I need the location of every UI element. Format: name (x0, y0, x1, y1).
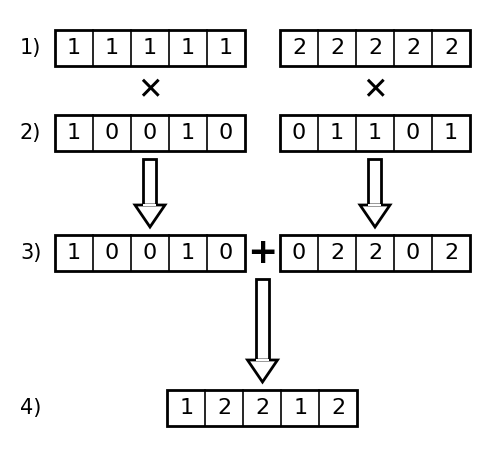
Text: 2: 2 (444, 243, 458, 263)
Bar (55, 115, 245, 151)
Polygon shape (360, 205, 390, 227)
Text: ✕: ✕ (362, 76, 388, 105)
Text: 0: 0 (406, 243, 420, 263)
Text: 0: 0 (219, 243, 233, 263)
Text: 2: 2 (444, 38, 458, 58)
Text: +: + (248, 236, 277, 270)
Text: 1: 1 (67, 123, 81, 143)
Text: 2): 2) (20, 123, 41, 143)
Text: 1: 1 (181, 38, 195, 58)
Text: 0: 0 (105, 243, 119, 263)
Bar (144, 204, 157, 206)
Polygon shape (135, 205, 165, 227)
Text: 0: 0 (219, 123, 233, 143)
Bar (55, 30, 245, 66)
Bar (280, 30, 470, 66)
Polygon shape (248, 360, 277, 382)
Bar (144, 159, 157, 205)
Text: 4): 4) (20, 398, 41, 418)
Bar (280, 235, 470, 271)
Text: 3): 3) (20, 243, 41, 263)
Text: 0: 0 (292, 243, 306, 263)
Text: 0: 0 (406, 123, 420, 143)
Text: 2: 2 (331, 398, 346, 418)
Text: 1: 1 (181, 243, 195, 263)
Text: 1: 1 (181, 123, 195, 143)
Text: 2: 2 (368, 243, 382, 263)
Text: 1: 1 (67, 38, 81, 58)
Text: 1: 1 (330, 123, 344, 143)
Text: ✕: ✕ (137, 76, 163, 105)
Text: 0: 0 (105, 123, 119, 143)
Text: 1: 1 (368, 123, 382, 143)
Text: 2: 2 (255, 398, 269, 418)
Bar (168, 390, 357, 426)
Text: 1: 1 (293, 398, 307, 418)
Bar (368, 204, 382, 206)
Text: 0: 0 (292, 123, 306, 143)
Text: 1: 1 (67, 243, 81, 263)
Text: 0: 0 (143, 243, 157, 263)
Bar (55, 235, 245, 271)
Text: 1: 1 (143, 38, 157, 58)
Text: 2: 2 (330, 243, 344, 263)
Text: 1: 1 (444, 123, 458, 143)
Bar (256, 279, 269, 360)
Text: 2: 2 (406, 38, 420, 58)
Bar (280, 115, 470, 151)
Text: 2: 2 (330, 38, 344, 58)
Text: 1: 1 (180, 398, 194, 418)
Text: 0: 0 (143, 123, 157, 143)
Text: 1): 1) (20, 38, 41, 58)
Bar (256, 359, 269, 361)
Bar (368, 159, 382, 205)
Text: 2: 2 (368, 38, 382, 58)
Text: 1: 1 (219, 38, 233, 58)
Text: 1: 1 (105, 38, 119, 58)
Text: 2: 2 (292, 38, 306, 58)
Text: 2: 2 (218, 398, 232, 418)
